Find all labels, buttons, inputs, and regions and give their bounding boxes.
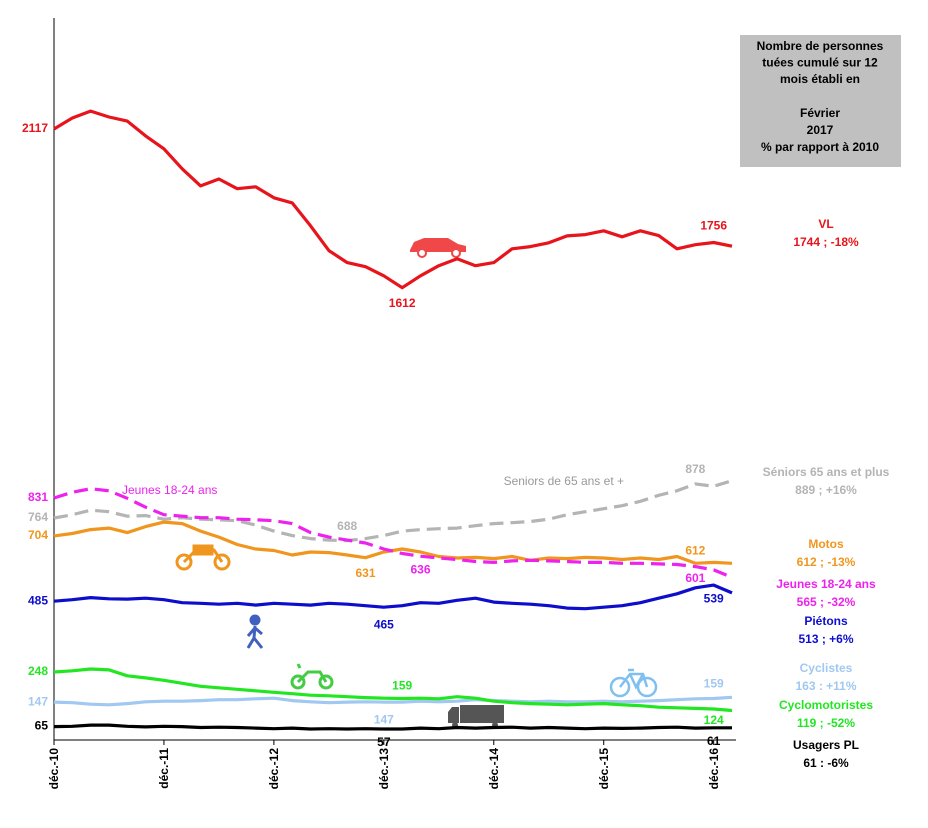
note-text: mois établi en <box>780 72 860 86</box>
legend-summary: 163 : +11% <box>795 679 856 693</box>
legend-label: Séniors 65 ans et plus <box>763 465 890 479</box>
value-label: 878 <box>685 462 705 476</box>
series-line <box>53 583 733 611</box>
x-tick-label: déc.-14 <box>487 748 501 790</box>
value-label: 631 <box>355 566 375 580</box>
car-icon <box>410 238 466 258</box>
x-tick-label: déc.-10 <box>47 748 61 790</box>
legend-label: Motos <box>808 537 844 551</box>
moto-icon <box>175 544 231 571</box>
legend-label: Jeunes 18-24 ans <box>776 577 876 591</box>
truck-icon <box>448 705 504 728</box>
legend-label: VL <box>818 217 833 231</box>
note-text: tuées cumulé sur 12 <box>762 56 878 70</box>
series-line <box>53 479 733 543</box>
value-label: 704 <box>28 528 48 542</box>
legend-label: Piétons <box>804 614 848 628</box>
moped-icon <box>290 663 334 690</box>
value-label: 147 <box>374 712 394 726</box>
legend-summary: 1744 ; -18% <box>793 235 859 249</box>
value-label: 1612 <box>389 296 416 310</box>
legend-summary: 889 ; +16% <box>795 483 857 497</box>
value-label: 159 <box>704 677 724 691</box>
value-label: 612 <box>685 544 705 558</box>
x-tick-label: déc.-16 <box>707 748 721 790</box>
note-text: % par rapport à 2010 <box>761 140 879 154</box>
value-label: 65 <box>35 719 49 733</box>
value-label: 485 <box>28 593 48 607</box>
note-text: Nombre de personnes <box>757 39 884 53</box>
legend-summary: 513 ; +6% <box>798 632 853 646</box>
value-label: 1756 <box>700 219 727 233</box>
note-text: Février <box>800 106 840 120</box>
legend-summary: 119 ; -52% <box>797 716 855 730</box>
value-label: 2117 <box>22 121 48 135</box>
value-label: 636 <box>410 562 430 576</box>
bicycle-icon <box>609 668 658 698</box>
series-line <box>53 667 733 713</box>
x-tick-label: déc.-12 <box>267 748 281 790</box>
legend-summary: 61 : -6% <box>803 756 849 770</box>
value-label: 764 <box>28 510 48 524</box>
annotation: Jeunes 18-24 ans <box>122 483 217 497</box>
legend-summary: 612 ; -13% <box>797 555 856 569</box>
x-tick-label: déc.-13 <box>377 748 391 790</box>
value-label: 601 <box>685 571 705 585</box>
series-line <box>53 695 733 707</box>
value-label: 147 <box>28 694 48 708</box>
series-line <box>53 723 732 731</box>
pedestrian-icon <box>246 614 264 649</box>
value-label: 61 <box>707 734 721 748</box>
value-label: 539 <box>704 591 724 605</box>
value-label: 248 <box>28 664 48 678</box>
value-label: 465 <box>374 617 394 631</box>
x-tick-label: déc.-11 <box>157 748 171 789</box>
legend-summary: 565 ; -32% <box>797 595 856 609</box>
value-label: 831 <box>28 490 48 504</box>
series-line <box>53 109 733 290</box>
value-label: 688 <box>337 519 357 533</box>
legend-label: Usagers PL <box>793 738 859 752</box>
legend-label: Cyclomotoristes <box>779 698 873 712</box>
value-label: 124 <box>704 713 724 727</box>
annotation: Seniors de 65 ans et + <box>504 474 624 488</box>
note-text: 2017 <box>807 123 834 137</box>
value-label: 57 <box>377 735 391 749</box>
value-label: 159 <box>392 679 412 693</box>
legend-label: Cyclistes <box>800 661 853 675</box>
note-box <box>740 35 901 167</box>
series-line <box>53 487 733 579</box>
x-tick-label: déc.-15 <box>597 748 611 790</box>
